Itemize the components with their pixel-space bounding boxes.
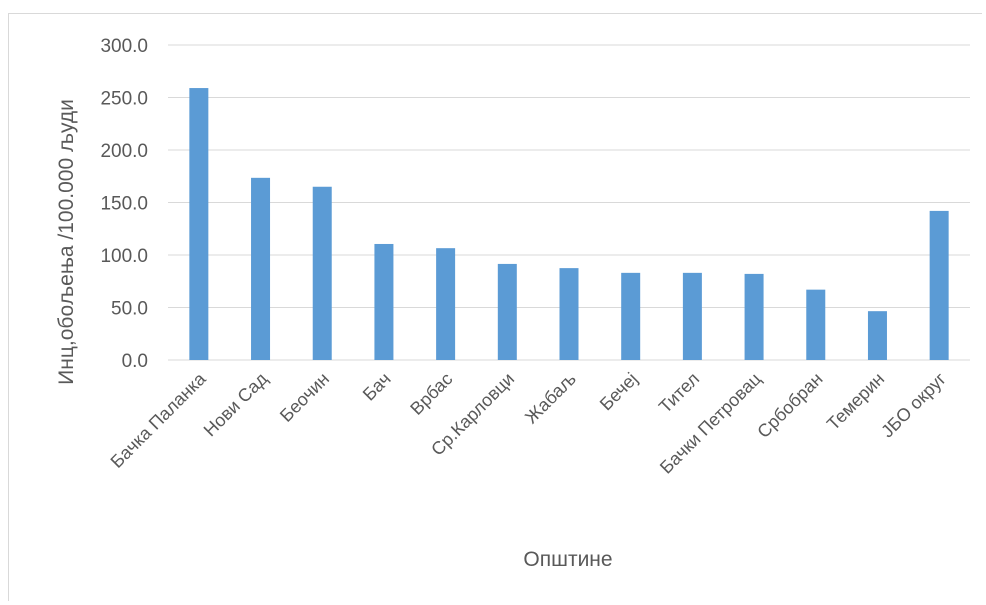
bar bbox=[806, 289, 826, 360]
x-category-label: Бач bbox=[359, 369, 395, 405]
x-axis-title: Општине bbox=[523, 548, 612, 571]
bar bbox=[929, 210, 949, 360]
bar bbox=[867, 311, 887, 360]
y-tick-label: 150.0 bbox=[100, 194, 148, 215]
y-tick-label: 50.0 bbox=[111, 299, 148, 320]
y-tick-label: 300.0 bbox=[100, 36, 148, 57]
bar bbox=[621, 272, 641, 360]
y-axis-title: Инц,обољења /100.000 људи bbox=[55, 99, 78, 385]
y-tick-label: 0.0 bbox=[122, 351, 148, 372]
bar bbox=[374, 243, 394, 360]
chart-frame bbox=[8, 13, 982, 601]
x-category-label: Нови Сад bbox=[200, 368, 272, 440]
x-category-label: Жабаљ bbox=[521, 369, 580, 428]
x-category-label: Тител bbox=[655, 369, 703, 417]
y-tick-label: 200.0 bbox=[100, 141, 148, 162]
y-axis-ticks: 0.0 50.0 100.0 150.0 200.0 250.0 300.0 bbox=[100, 36, 148, 372]
y-tick-label: 100.0 bbox=[100, 246, 148, 267]
bar bbox=[497, 263, 517, 360]
x-category-label: Бечеј bbox=[596, 369, 642, 415]
bar bbox=[251, 177, 271, 360]
bar bbox=[682, 272, 702, 360]
x-category-label: ЈБО округ bbox=[877, 368, 950, 441]
bar bbox=[559, 268, 579, 360]
x-category-label: Темерин bbox=[823, 369, 888, 434]
x-category-label: Бачка Паланка bbox=[107, 368, 211, 472]
x-category-label: Србобран bbox=[753, 369, 826, 442]
bar bbox=[189, 88, 209, 361]
x-category-label: Беочин bbox=[276, 369, 333, 426]
x-category-label: Врбас bbox=[406, 369, 456, 419]
bar bbox=[744, 273, 764, 360]
y-tick-label: 250.0 bbox=[100, 89, 148, 110]
bars bbox=[189, 88, 949, 361]
bar bbox=[436, 248, 456, 360]
bar bbox=[312, 186, 332, 360]
